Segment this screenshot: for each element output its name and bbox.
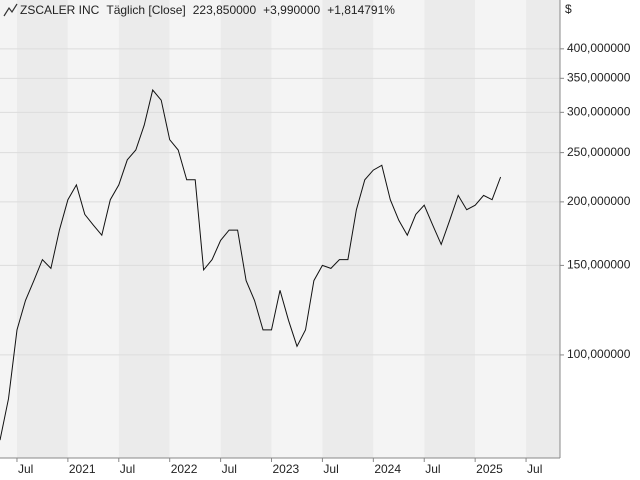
y-tick-label: 150,000000 xyxy=(567,258,631,272)
y-tick-label: 350,000000 xyxy=(567,70,631,84)
background xyxy=(0,0,560,458)
band xyxy=(373,0,425,458)
x-tick-label: Jul xyxy=(323,462,338,476)
band xyxy=(424,0,476,458)
x-tick-label: Jul xyxy=(222,462,237,476)
plot xyxy=(0,0,564,462)
band xyxy=(16,0,68,458)
header: ZSCALER INC Täglich [Close] 223,850000 +3,9… xyxy=(20,3,395,17)
band xyxy=(220,0,272,458)
band xyxy=(118,0,170,458)
y-tick-label: 400,000000 xyxy=(567,41,631,55)
line-icon xyxy=(3,3,18,17)
band xyxy=(475,0,527,458)
x-tick-label: Jul xyxy=(425,462,440,476)
x-tick-label: Jul xyxy=(120,462,135,476)
x-tick-label: Jul xyxy=(18,462,33,476)
x-tick-label: 2025 xyxy=(476,462,503,476)
header-info: 223,850000 xyxy=(193,3,257,17)
x-tick-label: 2022 xyxy=(171,462,198,476)
x-tick-label: 2023 xyxy=(273,462,300,476)
x-tick-label: 2024 xyxy=(374,462,401,476)
price-line xyxy=(0,88,502,441)
x-tick-label: Jul xyxy=(527,462,542,476)
x-tick-label: 2021 xyxy=(69,462,96,476)
header-info: +3,990000 xyxy=(263,3,320,17)
y-tick-label: 100,000000 xyxy=(567,347,631,361)
band xyxy=(271,0,323,458)
y-tick-label: 200,000000 xyxy=(567,194,631,208)
band xyxy=(0,0,17,458)
header-info: Täglich [Close] xyxy=(106,3,185,17)
band xyxy=(526,0,560,458)
header-info: +1,814791% xyxy=(327,3,395,17)
y-axis-label: $ xyxy=(565,2,572,16)
y-tick-label: 250,000000 xyxy=(567,145,631,159)
band xyxy=(67,0,119,458)
y-tick-label: 300,000000 xyxy=(567,105,631,119)
header-title: ZSCALER INC xyxy=(20,3,100,17)
band xyxy=(169,0,221,458)
band xyxy=(322,0,374,458)
